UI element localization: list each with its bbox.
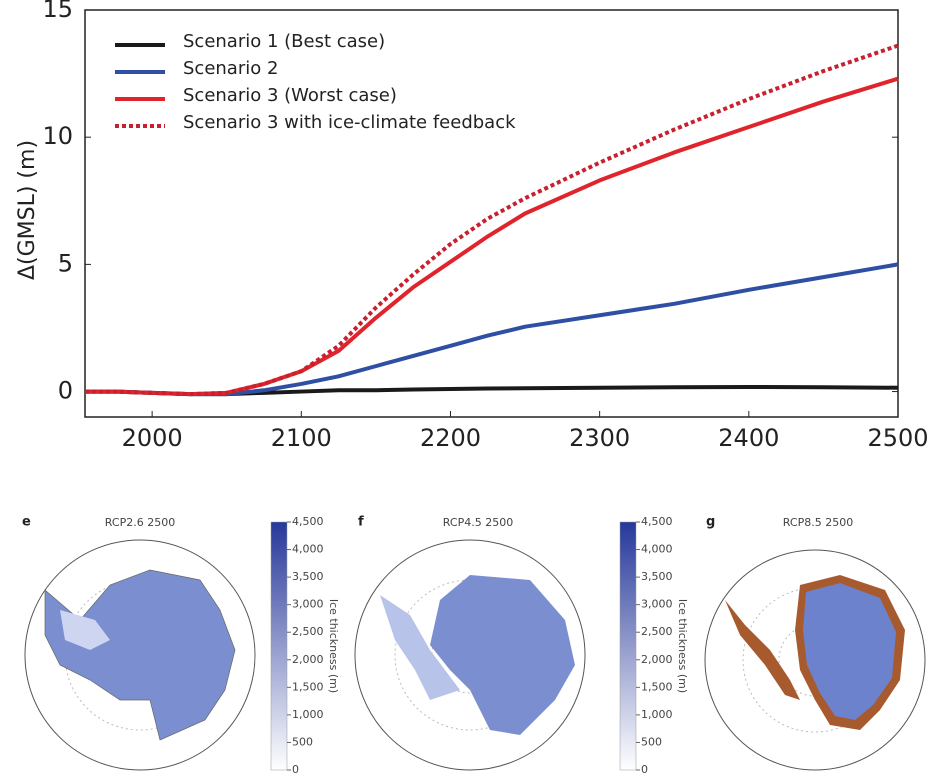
legend-label: Scenario 3 (Worst case) xyxy=(183,85,397,106)
y-axis-label: Δ(GMSL) (m) xyxy=(15,140,40,280)
panel-letter: g xyxy=(706,515,715,530)
colorbar-tick-label: 2,000 xyxy=(292,653,324,666)
colorbar-label: Ice thickness (m) xyxy=(676,599,689,693)
legend-label: Scenario 1 (Best case) xyxy=(183,31,385,52)
colorbar-tick-label: 0 xyxy=(641,763,648,776)
colorbar-tick-label: 500 xyxy=(292,735,313,748)
colorbar-tick-label: 1,000 xyxy=(292,708,324,721)
y-tick-label: 0 xyxy=(58,377,73,405)
panel-letter: e xyxy=(22,515,31,530)
colorbar-tick-label: 2,500 xyxy=(641,625,673,638)
colorbar-tick-label: 3,500 xyxy=(641,570,673,583)
colorbar-tick-label: 0 xyxy=(292,763,299,776)
colorbar-label: Ice thickness (m) xyxy=(327,599,340,693)
colorbar xyxy=(270,521,288,771)
colorbar-tick-label: 3,000 xyxy=(641,598,673,611)
legend-label: Scenario 3 with ice-climate feedback xyxy=(183,112,516,133)
colorbar-tick-label: 4,500 xyxy=(641,515,673,528)
colorbar-tick-label: 2,500 xyxy=(292,625,324,638)
x-tick-label: 2300 xyxy=(569,424,630,452)
colorbar-tick-label: 1,000 xyxy=(641,708,673,721)
colorbar xyxy=(619,521,637,771)
panel-title: RCP2.6 2500 xyxy=(105,516,175,529)
x-tick-label: 2000 xyxy=(122,424,183,452)
map-g xyxy=(704,549,926,771)
colorbar-tick-label: 2,000 xyxy=(641,653,673,666)
panel-title: RCP4.5 2500 xyxy=(443,516,513,529)
x-tick-label: 2200 xyxy=(420,424,481,452)
colorbar-tick-label: 4,500 xyxy=(292,515,324,528)
y-tick-label: 5 xyxy=(58,249,73,277)
x-tick-label: 2100 xyxy=(271,424,332,452)
colorbar-tick-label: 4,000 xyxy=(292,543,324,556)
y-tick-label: 15 xyxy=(42,0,73,23)
panel-title: RCP8.5 2500 xyxy=(783,516,853,529)
map-f xyxy=(354,539,586,771)
map-e xyxy=(24,539,256,771)
x-tick-label: 2500 xyxy=(867,424,928,452)
colorbar-tick-label: 500 xyxy=(641,735,662,748)
colorbar-tick-label: 4,000 xyxy=(641,543,673,556)
series-line xyxy=(85,262,899,397)
y-tick-label: 10 xyxy=(42,122,73,150)
colorbar-tick-label: 1,500 xyxy=(292,680,324,693)
colorbar-tick-label: 3,000 xyxy=(292,598,324,611)
colorbar-tick-label: 1,500 xyxy=(641,680,673,693)
x-tick-label: 2400 xyxy=(718,424,779,452)
series-line xyxy=(85,43,899,397)
colorbar-tick-label: 3,500 xyxy=(292,570,324,583)
panel-letter: f xyxy=(358,515,364,530)
legend-label: Scenario 2 xyxy=(183,58,278,79)
plot-frame xyxy=(84,9,899,418)
